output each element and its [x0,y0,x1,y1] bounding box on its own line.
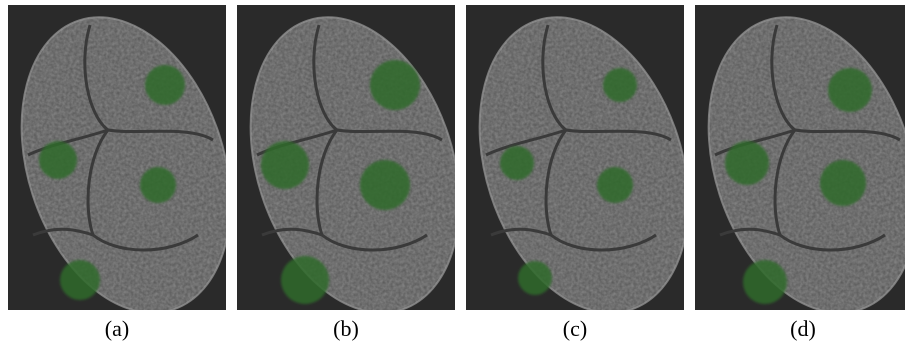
panel-label: (b) [333,316,359,341]
panel-image [215,0,495,340]
panel-image [444,0,724,340]
figure: (a) (b) (c) (d) [0,0,905,342]
panel-label: (a) [105,316,129,341]
panel-image [0,0,266,340]
panel-label: (d) [790,316,816,341]
panel-image [673,0,905,340]
panel-label: (c) [563,316,587,341]
